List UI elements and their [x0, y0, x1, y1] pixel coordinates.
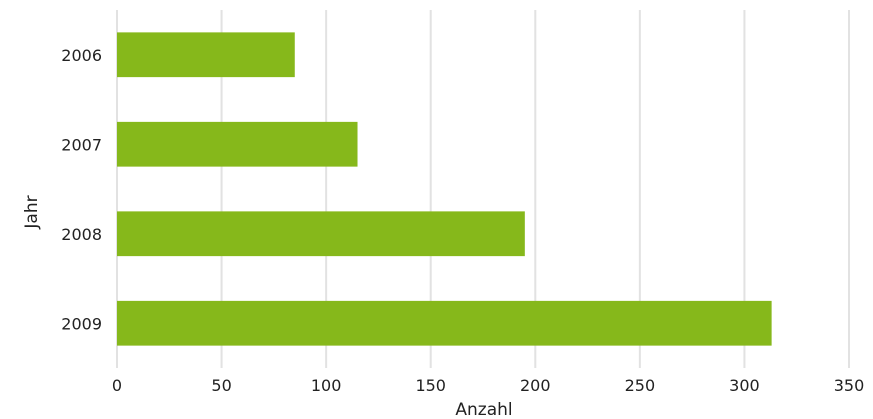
y-tick-label: 2008 [61, 225, 102, 244]
x-tick-label: 350 [834, 376, 865, 395]
x-tick-labels: 0 50 100 150 200 250 300 350 [112, 376, 864, 395]
bar-2009 [117, 300, 772, 346]
y-tick-label: 2009 [61, 314, 102, 333]
x-tick-label: 0 [112, 376, 122, 395]
bars [117, 32, 772, 346]
bar-2007 [117, 121, 358, 167]
bar-2006 [117, 32, 295, 78]
y-axis-label: Jahr [22, 195, 42, 229]
bar-2008 [117, 211, 525, 257]
y-tick-label: 2007 [61, 135, 102, 154]
x-tick-label: 200 [520, 376, 551, 395]
x-axis-label: Anzahl [455, 400, 512, 419]
x-tick-label: 100 [311, 376, 342, 395]
y-tick-label: 2006 [61, 46, 102, 65]
x-tick-label: 150 [415, 376, 446, 395]
x-tick-label: 50 [211, 376, 231, 395]
y-tick-labels: 2006 2007 2008 2009 [61, 46, 102, 334]
x-tick-label: 250 [625, 376, 656, 395]
x-tick-label: 300 [729, 376, 760, 395]
